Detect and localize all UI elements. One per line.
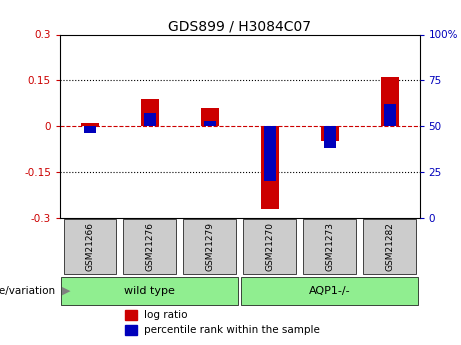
Text: GSM21279: GSM21279: [205, 223, 214, 272]
Bar: [324, 126, 336, 148]
Bar: [183, 219, 236, 274]
Bar: [64, 219, 116, 274]
Text: genotype/variation: genotype/variation: [0, 286, 55, 296]
Text: GSM21266: GSM21266: [85, 223, 95, 272]
Bar: [243, 219, 296, 274]
Bar: [141, 99, 159, 126]
Text: percentile rank within the sample: percentile rank within the sample: [144, 325, 320, 335]
Text: GSM21282: GSM21282: [385, 223, 394, 271]
Text: GSM21273: GSM21273: [325, 223, 334, 272]
Bar: [201, 108, 219, 126]
Bar: [124, 310, 137, 320]
Bar: [124, 219, 176, 274]
Text: GSM21270: GSM21270: [265, 223, 274, 272]
Bar: [144, 113, 156, 126]
Bar: [61, 277, 238, 305]
Text: log ratio: log ratio: [144, 310, 188, 320]
Bar: [303, 219, 356, 274]
Bar: [84, 126, 96, 134]
Bar: [363, 219, 416, 274]
Title: GDS899 / H3084C07: GDS899 / H3084C07: [168, 19, 311, 33]
Text: wild type: wild type: [124, 286, 175, 296]
Text: AQP1-/-: AQP1-/-: [309, 286, 350, 296]
Bar: [384, 104, 396, 126]
Bar: [124, 325, 137, 335]
Bar: [321, 126, 338, 141]
Bar: [81, 123, 99, 126]
Bar: [264, 126, 276, 181]
Bar: [381, 77, 398, 126]
Bar: [261, 126, 278, 209]
Bar: [241, 277, 418, 305]
Text: ▶: ▶: [62, 286, 71, 296]
Text: GSM21276: GSM21276: [145, 223, 154, 272]
Bar: [204, 121, 216, 126]
